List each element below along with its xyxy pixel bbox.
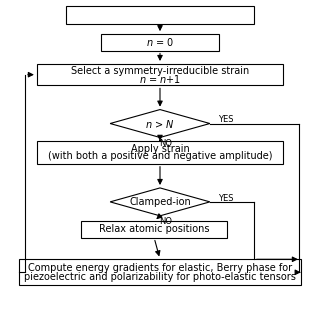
Text: $n$ = $n$+1: $n$ = $n$+1 bbox=[139, 73, 181, 84]
Text: $n$ > $N$: $n$ > $N$ bbox=[145, 117, 175, 130]
FancyBboxPatch shape bbox=[81, 221, 228, 238]
Text: Compute energy gradients for elastic, Berry phase for: Compute energy gradients for elastic, Be… bbox=[28, 263, 292, 273]
Text: Select a symmetry-irreducible strain: Select a symmetry-irreducible strain bbox=[71, 66, 249, 76]
Text: piezoelectric and polarizability for photo-elastic tensors: piezoelectric and polarizability for pho… bbox=[24, 272, 296, 282]
Text: Relax atomic positions: Relax atomic positions bbox=[99, 224, 209, 235]
FancyBboxPatch shape bbox=[101, 34, 219, 51]
Text: (with both a positive and negative amplitude): (with both a positive and negative ampli… bbox=[48, 151, 272, 162]
Text: YES: YES bbox=[218, 194, 234, 203]
Text: $n$ = 0: $n$ = 0 bbox=[146, 36, 174, 48]
FancyBboxPatch shape bbox=[37, 64, 283, 85]
FancyBboxPatch shape bbox=[66, 6, 254, 24]
FancyBboxPatch shape bbox=[37, 141, 283, 164]
Text: NO: NO bbox=[159, 139, 172, 148]
Text: Clamped-ion: Clamped-ion bbox=[129, 197, 191, 207]
FancyBboxPatch shape bbox=[19, 259, 301, 285]
Polygon shape bbox=[110, 109, 210, 138]
Polygon shape bbox=[110, 188, 210, 216]
Text: YES: YES bbox=[218, 115, 234, 124]
Text: NO: NO bbox=[159, 217, 172, 226]
Text: Apply strain: Apply strain bbox=[131, 144, 189, 154]
